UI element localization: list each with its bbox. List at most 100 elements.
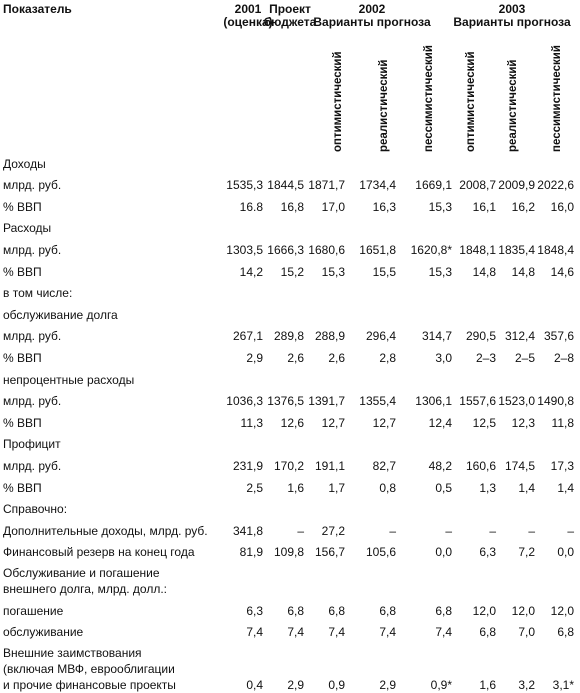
cell: 105,6 <box>365 545 396 560</box>
cell: 15,3 <box>428 199 452 214</box>
row-label-line: Расходы <box>3 221 52 236</box>
cell: 1306,1 <box>415 394 452 409</box>
row-label: непроцентные расходы <box>3 372 134 388</box>
group-label: Варианты прогноза <box>313 15 431 29</box>
row-label-line: непроцентные расходы <box>3 372 135 387</box>
cell: 1844,5 <box>267 178 304 193</box>
group-year: 2003 <box>498 2 526 16</box>
cell: 2–5 <box>514 350 535 365</box>
column-header: 2001 <box>234 2 262 16</box>
cell: 12,4 <box>428 415 452 430</box>
cell: 14,8 <box>472 264 496 279</box>
row-label-line: обслуживание <box>3 625 84 640</box>
cell: 1,4 <box>518 480 535 495</box>
cell: 0,9* <box>430 678 452 693</box>
row-label: млрд. руб. <box>3 177 61 193</box>
cell: 14,6 <box>550 264 574 279</box>
cell: 6,3 <box>246 603 263 618</box>
cell: 156,7 <box>314 545 345 560</box>
cell: 6,8 <box>435 603 452 618</box>
cell: 2008,7 <box>459 178 496 193</box>
row-label-line: Доходы <box>3 156 46 171</box>
row-label-line: млрд. руб. <box>3 242 62 257</box>
cell: 109,8 <box>273 545 304 560</box>
cell: 6,8 <box>479 625 496 640</box>
cell: 12,6 <box>280 415 304 430</box>
cell: 1303,5 <box>226 242 263 257</box>
row-label: Финансовый резерв на конец года <box>3 544 195 560</box>
row-label-line: млрд. руб. <box>3 329 62 344</box>
table-row: млрд. руб. 1303,5 1666,3 1680,6 1651,8 1620,8… <box>0 239 580 261</box>
cell: 1535,3 <box>226 178 263 193</box>
cell: – <box>528 523 535 538</box>
cell: 16,0 <box>550 199 574 214</box>
cell: 82,7 <box>372 458 396 473</box>
cell: 1835,4 <box>498 242 535 257</box>
cell: 0,0 <box>435 545 452 560</box>
row-label: % ВВП <box>3 199 42 215</box>
cell: 12,3 <box>511 415 535 430</box>
cell: 14,8 <box>511 264 535 279</box>
cell: 1,7 <box>328 480 345 495</box>
column-header: бюджета <box>263 15 317 29</box>
cell: 48,2 <box>428 458 452 473</box>
row-label-line: и прочие финансовые проекты <box>3 678 176 693</box>
cell: 3,0 <box>435 350 452 365</box>
cell: 296,4 <box>365 329 396 344</box>
cell: 0,4 <box>246 678 263 693</box>
cell: 6,3 <box>479 545 496 560</box>
cell: 0,5 <box>435 480 452 495</box>
cell: 15,3 <box>321 264 345 279</box>
table: Доходы млрд. руб. 1535,3 1844,5 1871,7 1734,4… <box>0 153 580 693</box>
cell: 2–3 <box>475 350 496 365</box>
table-row: в том числе: <box>0 283 580 305</box>
row-label: Обслуживание и погашение внешнего долга, … <box>3 565 167 597</box>
table-row: млрд. руб. 231,9 170,2 191,1 82,7 48,2 160,6 17… <box>0 455 580 477</box>
cell: 231,9 <box>232 458 263 473</box>
cell: 1680,6 <box>308 242 345 257</box>
cell: 17,3 <box>550 458 574 473</box>
row-label-line: млрд. руб. <box>3 178 62 193</box>
row-label-line: в том числе: <box>3 286 73 301</box>
table-row: Финансовый резерв на конец года 81,9 109,8… <box>0 542 580 564</box>
row-label-line: Дополнительные доходы, млрд. руб. <box>3 523 208 538</box>
cell: 12,0 <box>472 603 496 618</box>
cell: 7,4 <box>379 625 396 640</box>
cell: 1376,5 <box>267 394 304 409</box>
cell: 1651,8 <box>359 242 396 257</box>
cell: 16,8 <box>280 199 304 214</box>
row-label: Справочно: <box>3 501 67 517</box>
cell: 12,7 <box>321 415 345 430</box>
table-row: % ВВП 2,5 1,6 1,7 0,8 0,5 1,3 1,4 1,4 <box>0 477 580 499</box>
cell: 16,1 <box>472 199 496 214</box>
cell: 17,0 <box>321 199 345 214</box>
group-year: 2002 <box>358 2 386 16</box>
cell: 7,4 <box>328 625 345 640</box>
row-label-line: Профицит <box>3 437 61 452</box>
cell: 12,7 <box>372 415 396 430</box>
table-row: млрд. руб. 1036,3 1376,5 1391,7 1355,4 1306,1… <box>0 391 580 413</box>
cell: 0,0 <box>557 545 574 560</box>
variant-header: оптимистический <box>465 51 477 152</box>
cell: – <box>489 523 496 538</box>
row-label: млрд. руб. <box>3 458 61 474</box>
row-label-line: обслуживание долга <box>3 307 118 322</box>
cell: 289,8 <box>273 329 304 344</box>
cell: 2,9 <box>379 678 396 693</box>
cell: 15,5 <box>372 264 396 279</box>
cell: 1666,3 <box>267 242 304 257</box>
cell: 7,0 <box>518 625 535 640</box>
row-label-line: (включая МВФ, еврооблигации <box>3 662 175 677</box>
table-row: Профицит <box>0 434 580 456</box>
cell: 1848,4 <box>537 242 574 257</box>
row-label: % ВВП <box>3 264 42 280</box>
table-row: Дополнительные доходы, млрд. руб. 341,8 – 2… <box>0 520 580 542</box>
row-label-line: % ВВП <box>3 264 42 279</box>
cell: 3,1* <box>552 678 574 693</box>
cell: 1391,7 <box>308 394 345 409</box>
row-label: % ВВП <box>3 480 42 496</box>
row-label: Доходы <box>3 156 46 172</box>
variant-header: пессимистический <box>551 45 563 152</box>
cell: 1,6 <box>479 678 496 693</box>
row-label-line: % ВВП <box>3 415 42 430</box>
